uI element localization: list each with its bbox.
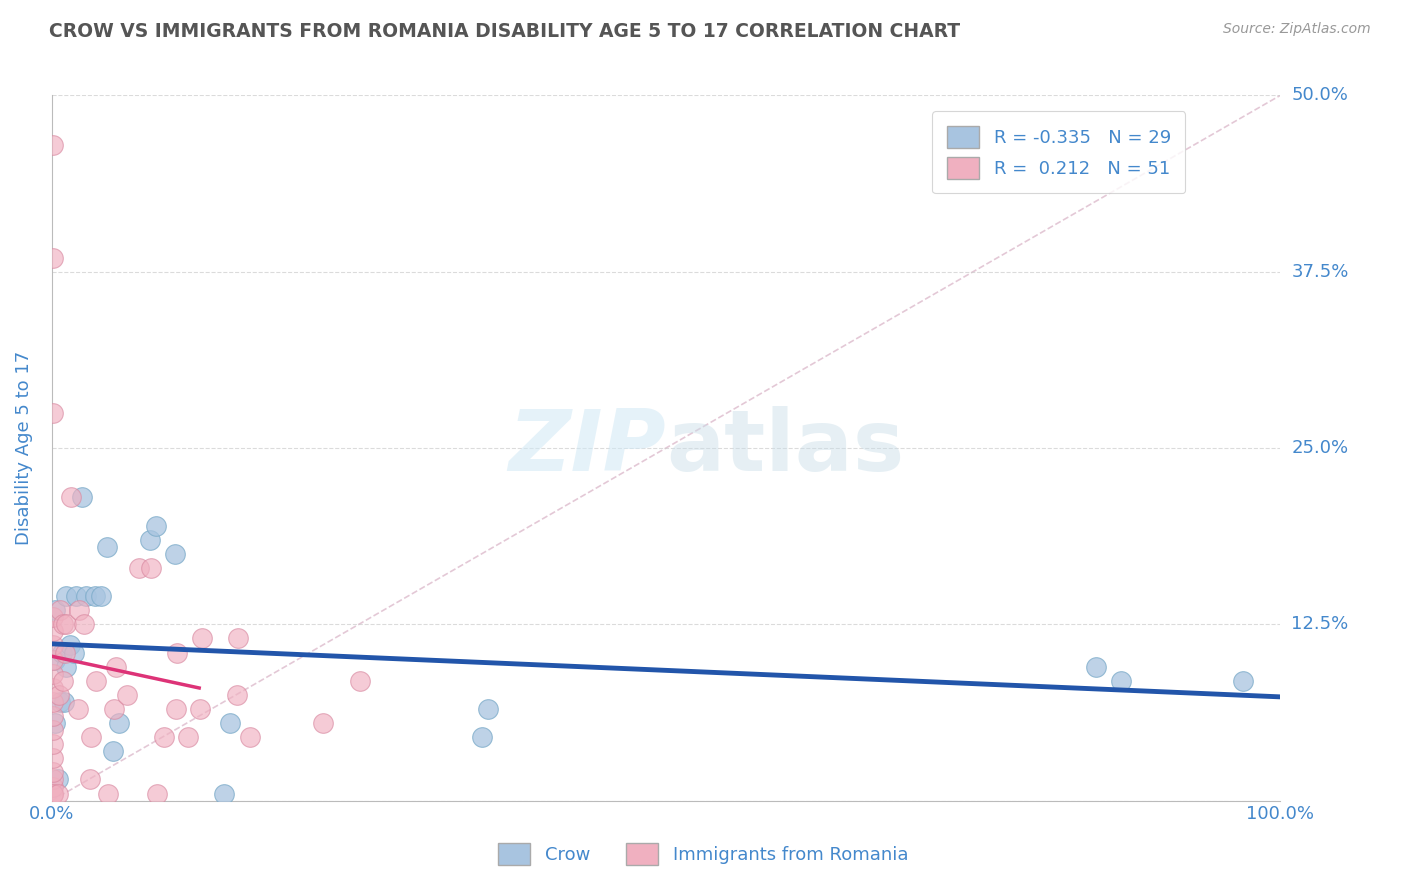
Point [145, 518, 167, 533]
Text: ZIP: ZIP [509, 407, 666, 490]
Point [42, 772, 65, 787]
Point [212, 787, 235, 801]
Point [83, 589, 105, 603]
Point [42, 780, 65, 794]
Point [42, 765, 65, 780]
Point [84, 673, 107, 688]
Point [65, 589, 87, 603]
Point [80, 730, 103, 744]
Point [477, 702, 499, 716]
Point [42, 751, 65, 765]
Point [115, 688, 138, 702]
Point [97, 787, 120, 801]
Y-axis label: Disability Age 5 to 17: Disability Age 5 to 17 [15, 351, 32, 545]
Point [101, 744, 124, 758]
Point [152, 730, 174, 744]
Point [104, 659, 127, 673]
Point [72, 491, 94, 505]
Point [42, 137, 65, 152]
Point [163, 547, 186, 561]
Point [1109, 673, 1132, 688]
Point [51, 646, 73, 660]
Point [139, 533, 162, 547]
Text: 37.5%: 37.5% [1292, 262, 1348, 281]
Point [312, 716, 335, 731]
Point [49, 695, 72, 709]
Point [42, 639, 65, 653]
Point [55, 589, 77, 603]
Point [42, 681, 65, 695]
Point [42, 251, 65, 265]
Point [52, 673, 75, 688]
Point [42, 709, 65, 723]
Point [44, 652, 66, 666]
Point [75, 589, 97, 603]
Text: 50.0%: 50.0% [1292, 87, 1348, 104]
Point [42, 723, 65, 737]
Point [42, 666, 65, 681]
Point [48, 688, 70, 702]
Point [59, 639, 82, 653]
Point [42, 787, 65, 801]
Point [103, 702, 125, 716]
Point [52, 617, 75, 632]
Point [219, 716, 242, 731]
Point [108, 716, 131, 731]
Point [1085, 659, 1108, 673]
Point [42, 406, 65, 420]
Point [66, 702, 89, 716]
Point [96, 540, 118, 554]
Point [42, 610, 65, 624]
Point [55, 617, 77, 632]
Point [55, 659, 77, 673]
Point [165, 702, 187, 716]
Point [166, 646, 188, 660]
Point [53, 695, 76, 709]
Point [90, 589, 112, 603]
Text: Source: ZipAtlas.com: Source: ZipAtlas.com [1223, 22, 1371, 37]
Point [349, 673, 371, 688]
Point [60, 491, 83, 505]
Text: 25.0%: 25.0% [1292, 439, 1348, 457]
Text: atlas: atlas [666, 407, 904, 490]
Point [42, 695, 65, 709]
Point [190, 632, 212, 646]
Point [42, 787, 65, 801]
Point [46, 787, 69, 801]
Point [228, 632, 250, 646]
Point [42, 652, 65, 666]
Point [63, 646, 86, 660]
Point [42, 624, 65, 639]
Point [44, 603, 66, 617]
Point [471, 730, 494, 744]
Point [146, 787, 169, 801]
Point [1232, 673, 1254, 688]
Legend: R = -0.335   N = 29, R =  0.212   N = 51: R = -0.335 N = 29, R = 0.212 N = 51 [932, 112, 1185, 194]
Point [67, 603, 90, 617]
Point [177, 730, 200, 744]
Point [44, 716, 66, 731]
Point [190, 702, 212, 716]
Point [42, 737, 65, 751]
Text: 12.5%: 12.5% [1292, 615, 1348, 633]
Text: CROW VS IMMIGRANTS FROM ROMANIA DISABILITY AGE 5 TO 17 CORRELATION CHART: CROW VS IMMIGRANTS FROM ROMANIA DISABILI… [49, 22, 960, 41]
Legend: Crow, Immigrants from Romania: Crow, Immigrants from Romania [491, 836, 915, 872]
Point [141, 561, 163, 575]
Point [226, 688, 249, 702]
Point [46, 772, 69, 787]
Point [238, 730, 260, 744]
Point [73, 617, 96, 632]
Point [49, 603, 72, 617]
Point [128, 561, 150, 575]
Point [53, 646, 76, 660]
Point [79, 772, 101, 787]
